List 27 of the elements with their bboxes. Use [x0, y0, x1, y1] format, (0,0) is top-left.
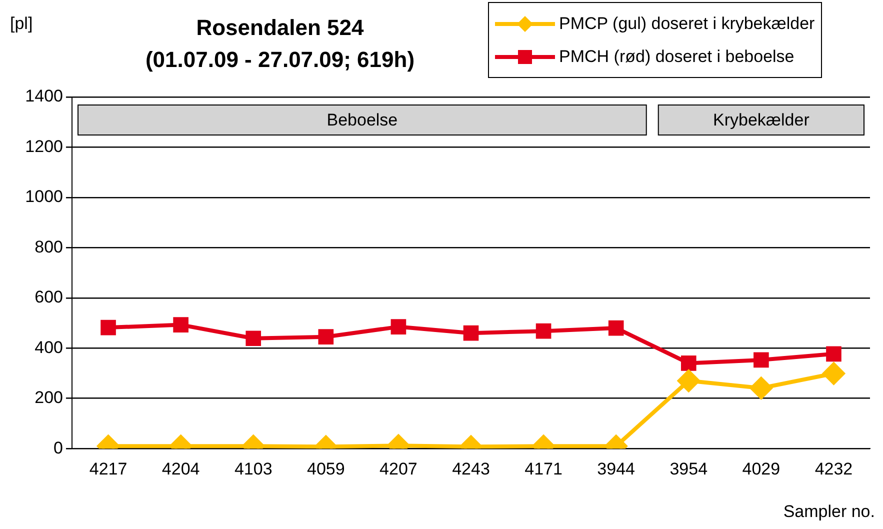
y-tick-label: 800 — [34, 237, 63, 256]
band-label: Beboelse — [326, 110, 398, 130]
y-tick-label: 200 — [34, 388, 63, 408]
y-tick-label: 1000 — [25, 187, 63, 206]
x-tick-label: 4204 — [162, 459, 200, 478]
band-label: Krybekælder — [712, 110, 810, 130]
x-tick-label: 4171 — [524, 459, 562, 478]
y-tick-label: 1400 — [25, 86, 63, 106]
chart-subtitle: (01.07.09 - 27.07.09; 619h) — [144, 46, 416, 74]
y-axis-title: [pl] — [10, 14, 33, 34]
chart-title: Rosendalen 524 — [195, 14, 365, 42]
x-tick-label: 4232 — [814, 459, 853, 478]
legend-label: PMCH (rød) doseret i beboelse — [559, 46, 794, 66]
y-tick-label: 1200 — [25, 136, 63, 156]
x-tick-label: 4243 — [452, 459, 490, 478]
x-tick-label: 4207 — [380, 459, 418, 478]
x-tick-label: 4059 — [306, 459, 345, 478]
x-tick-label: 4029 — [742, 459, 780, 478]
x-axis-title: Sampler no. — [783, 502, 875, 522]
y-tick-label: 0 — [54, 438, 63, 458]
x-tick-label: 3944 — [597, 459, 636, 478]
y-tick-label: 400 — [34, 338, 63, 357]
x-tick-label: 4217 — [89, 459, 128, 478]
x-tick-label: 3954 — [670, 459, 708, 478]
y-tick-label: 600 — [34, 288, 63, 307]
legend-label: PMCP (gul) doseret i krybekælder — [559, 14, 815, 34]
x-tick-label: 4103 — [234, 459, 272, 478]
